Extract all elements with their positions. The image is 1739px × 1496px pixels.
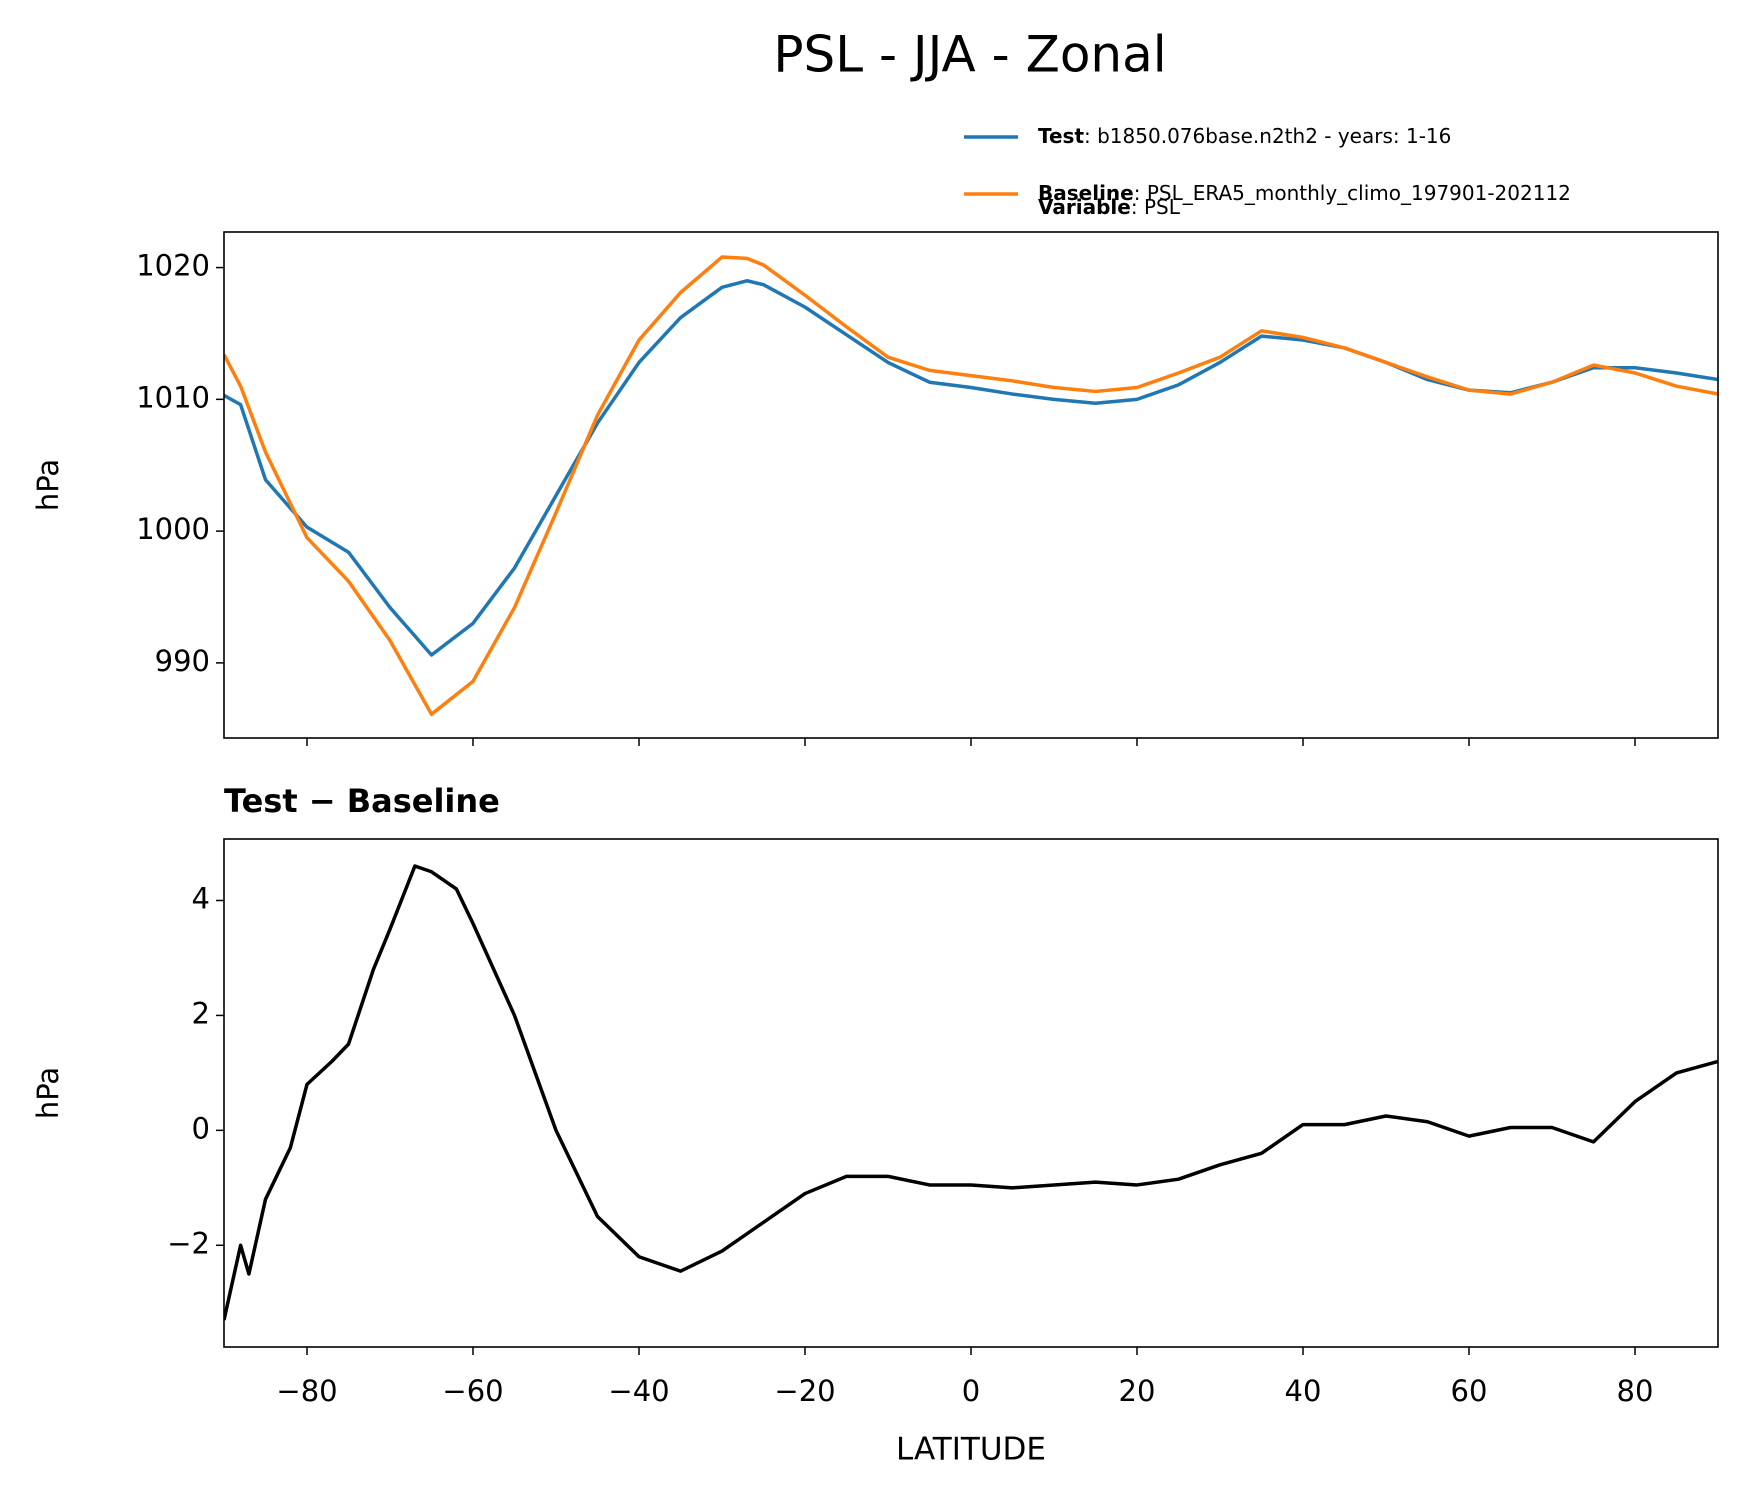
axes-frame [223, 838, 1719, 1348]
axes-title: Test − Baseline [224, 782, 500, 820]
y-tick-label: 1020 [136, 249, 210, 283]
y-tick-label: 1000 [136, 512, 210, 546]
legend-note-name: Variable [1038, 195, 1131, 219]
x-tick-label: 20 [1119, 1374, 1156, 1408]
y-tick-label: 0 [192, 1111, 210, 1145]
legend-label: Baseline: PSL_ERA5_monthly_climo_197901-… [1038, 181, 1571, 205]
y-tick-label: 1010 [136, 380, 210, 414]
y-tick-label: 990 [155, 644, 210, 678]
x-tick-label: −80 [276, 1374, 337, 1408]
axes-frame [223, 231, 1719, 739]
x-axis-label: LATITUDE [896, 1432, 1046, 1468]
legend-text: : b1850.076base.n2th2 - years: 1-16 [1084, 124, 1451, 148]
legend-text: : PSL_ERA5_monthly_climo_197901-202112 [1134, 181, 1571, 205]
y-axis-label: hPa [31, 1067, 65, 1119]
y-tick-label: 4 [192, 881, 210, 915]
legend-note-text: : PSL [1131, 195, 1181, 219]
y-axis-label: hPa [31, 459, 65, 511]
legend-name: Test [1038, 124, 1084, 148]
x-tick-label: 40 [1285, 1374, 1322, 1408]
legend-note: Variable: PSL [1038, 195, 1181, 219]
legend-name: Baseline [1038, 181, 1134, 205]
series-line [224, 279, 1718, 657]
series-line [224, 864, 1718, 1321]
x-tick-label: 0 [962, 1374, 980, 1408]
x-tick-label: −40 [608, 1374, 669, 1408]
x-tick-label: −20 [774, 1374, 835, 1408]
figure-title: PSL - JJA - Zonal [773, 26, 1166, 84]
legend-label: Test: b1850.076base.n2th2 - years: 1-16 [1038, 124, 1451, 148]
x-tick-label: 80 [1617, 1374, 1654, 1408]
y-tick-label: −2 [167, 1226, 210, 1260]
series-line [224, 255, 1718, 717]
x-tick-label: 60 [1451, 1374, 1488, 1408]
y-tick-label: 2 [192, 996, 210, 1030]
x-tick-label: −60 [442, 1374, 503, 1408]
